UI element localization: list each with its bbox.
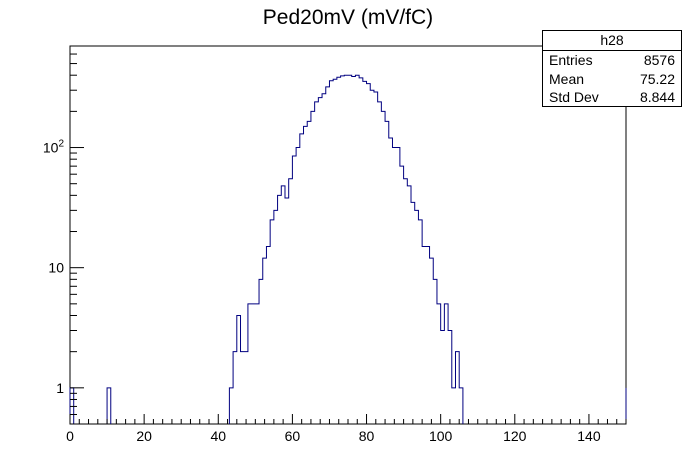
histogram-step-path [69,74,627,424]
histogram-bin [263,258,267,424]
histogram-bin [311,111,315,424]
histogram-bin [444,304,448,424]
histogram-bin [344,75,348,424]
x-tick-label: 140 [577,428,601,444]
histogram-bin [437,304,441,424]
histogram-bin [281,186,285,424]
x-tick-label: 20 [136,428,152,444]
histogram-bin [318,98,322,424]
histogram-bin [304,126,308,424]
histogram-bin [244,352,248,424]
histogram-bin [392,148,396,424]
histogram-bin [400,166,404,424]
histogram-bin [422,247,426,424]
stats-entries-value: 8576 [643,52,675,68]
stats-mean-value: 75.22 [639,70,675,87]
histogram-bin [448,331,452,424]
histogram-bin [107,388,111,424]
histogram-bin [337,77,341,424]
histogram-bin [452,388,456,424]
histogram-bin [348,75,352,424]
histogram-bin [315,102,319,424]
x-tick-label: 40 [210,428,226,444]
histogram-bin [378,102,382,424]
y-tick-label: 102 [43,139,65,156]
histogram-bin [289,179,293,424]
histogram-bin [370,90,374,424]
histogram-bin [433,279,437,424]
histogram-bin [255,304,259,424]
histogram-bin [411,202,415,424]
histogram-bin [274,210,278,424]
histogram-bin [292,156,296,424]
histogram-bin [426,247,430,424]
histogram-bin [252,304,256,424]
stats-box: h28 Entries 8576 Mean 75.22 Std Dev 8.84… [542,30,682,107]
histogram-bin [248,304,252,424]
chart-title: Ped20mV (mV/fC) [262,6,434,29]
histogram-bin [363,81,367,424]
histogram-bin [296,148,300,424]
stats-row-stddev: Std Dev 8.844 [543,88,681,107]
histogram-bin [278,195,282,424]
histogram-bin [229,388,233,424]
histogram-bin [404,179,408,424]
histogram-bin [389,138,393,424]
x-tick-label: 120 [503,428,527,444]
histogram-bin [341,76,345,424]
histogram-bin [459,388,463,424]
stats-entries-label: Entries [549,52,593,68]
histogram-bin [326,87,330,424]
histogram-bin [241,352,245,424]
histogram-bin [266,247,270,424]
histogram-bin [285,198,289,424]
stats-mean-label: Mean [549,70,585,87]
histogram-bin [333,79,337,424]
histogram-bin [381,111,385,424]
histogram-bin [396,148,400,424]
histogram-bin [441,331,445,424]
histogram-bin [418,220,422,424]
stats-stddev-label: Std Dev [549,89,599,105]
histogram-bin [329,81,333,424]
histogram-bin [233,352,237,424]
x-tick-label: 0 [66,428,74,444]
histogram-bin [259,279,263,424]
histogram-bin [300,134,304,424]
histogram-bin [367,84,371,424]
histogram-bin [352,77,356,424]
histogram-bin [407,186,411,424]
stats-row-mean: Mean 75.22 [543,70,681,89]
stats-histogram-name: h28 [543,31,681,51]
histogram-bin [237,315,241,424]
histogram-bin [270,220,274,424]
histogram-bin [359,78,363,424]
histogram-bin [455,352,459,424]
histogram-line [69,74,630,424]
x-tick-label: 80 [359,428,375,444]
y-axis: 1 10 102 [43,45,84,425]
y-tick-label: 10 [48,260,64,276]
histogram-bin [430,258,434,424]
histogram-bin [415,210,419,424]
histogram-bin [307,121,311,424]
x-tick-label: 100 [429,428,453,444]
histogram-bin [374,92,378,424]
stats-stddev-value: 8.844 [639,89,675,105]
stats-row-entries: Entries 8576 [543,51,681,70]
y-tick-label: 1 [56,380,64,396]
histogram-bin [355,75,359,424]
histogram-bin [385,121,389,424]
x-axis: 0 20 40 60 80 100 120 140 [66,414,627,444]
x-tick-label: 60 [285,428,301,444]
histogram-bin [322,94,326,424]
histogram-bin [626,388,630,424]
